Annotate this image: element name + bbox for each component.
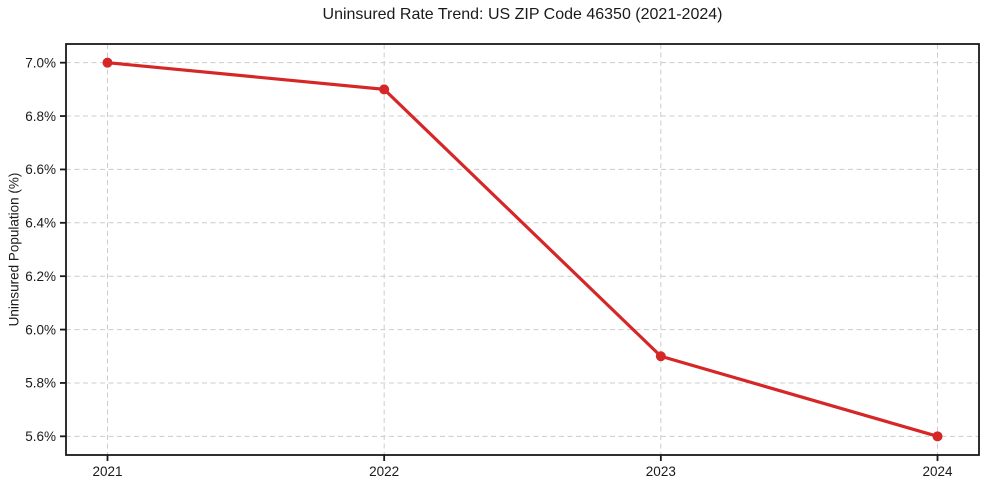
x-tick-label: 2024 [922,464,953,479]
data-point-marker [655,351,666,362]
gridlines [66,44,979,455]
axis-ticks [60,61,939,461]
trend-line [105,61,940,438]
chart-title: Uninsured Rate Trend: US ZIP Code 46350 … [322,6,723,23]
y-tick-label: 7.0% [25,55,56,70]
trend-line-series [102,57,943,442]
y-tick-label: 6.4% [25,216,56,231]
axes-spines [65,43,980,456]
data-point-marker [102,57,113,68]
x-tick-label: 2023 [646,464,676,479]
y-tick-label: 6.2% [25,269,56,284]
y-tick-label: 6.8% [25,109,56,124]
data-point-marker [932,431,943,442]
plot-border [65,43,980,456]
data-point-marker [379,84,390,95]
y-tick-label: 5.8% [25,376,56,391]
axis-tick-labels: 7.0% 6.8% 6.6% 6.4% 6.2% 6.0% 5.8% 5.6% 2021 2022… [25,55,953,479]
y-tick-label: 6.6% [25,162,56,177]
x-tick-label: 2022 [369,464,399,479]
y-tick-label: 6.0% [25,322,56,337]
y-tick-label: 5.6% [25,429,56,444]
x-tick-label: 2021 [92,464,122,479]
